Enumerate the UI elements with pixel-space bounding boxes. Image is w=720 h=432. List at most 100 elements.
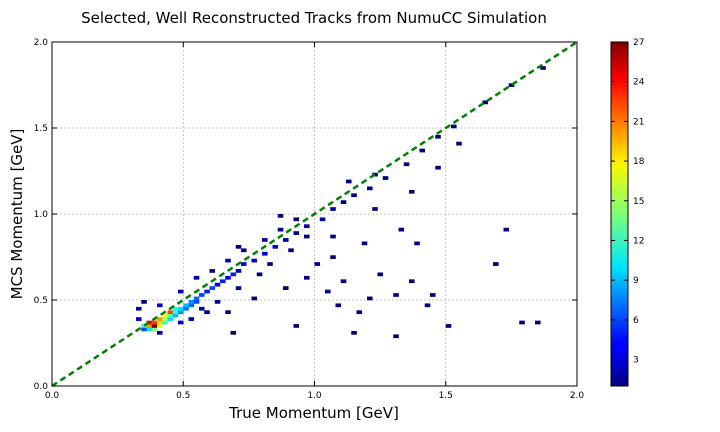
heatmap-bin bbox=[204, 310, 210, 315]
heatmap-bin bbox=[136, 306, 142, 311]
heatmap-bin bbox=[183, 303, 189, 308]
heatmap-bin bbox=[519, 320, 525, 325]
colorbar-tick-label: 27 bbox=[633, 38, 644, 48]
heatmap-bin bbox=[540, 66, 546, 70]
heatmap-bin bbox=[335, 303, 342, 308]
colorbar-tick-label: 15 bbox=[633, 197, 644, 207]
heatmap-bin bbox=[151, 324, 158, 328]
heatmap-bin bbox=[330, 255, 336, 260]
heatmap-bin bbox=[330, 207, 336, 211]
heatmap-bin bbox=[445, 324, 452, 328]
x-axis-ticks: 0.0 0.5 1.0 1.5 2.0 bbox=[45, 42, 585, 401]
colorbar-tick-label: 6 bbox=[633, 316, 639, 326]
heatmap-bin bbox=[377, 272, 384, 277]
heatmap-bin bbox=[256, 272, 263, 277]
heatmap-bin bbox=[235, 269, 242, 273]
heatmap-bin bbox=[230, 272, 237, 277]
heatmap-bin bbox=[193, 296, 200, 301]
heatmap-bin bbox=[214, 300, 221, 304]
heatmap-bin bbox=[157, 320, 163, 325]
heatmap-bin bbox=[393, 334, 399, 339]
heatmap-bin bbox=[157, 317, 163, 321]
heatmap-bin bbox=[141, 327, 147, 332]
x-tick-label: 1.5 bbox=[439, 391, 453, 401]
heatmap-bin bbox=[409, 189, 415, 194]
heatmap-bins bbox=[136, 66, 546, 339]
heatmap-bin bbox=[367, 296, 373, 301]
heatmap-bin bbox=[277, 214, 284, 218]
heatmap-bin bbox=[178, 320, 184, 325]
heatmap-bin bbox=[293, 324, 300, 328]
heatmap-bin bbox=[172, 313, 179, 318]
y-axis-ticks: 0.0 0.5 1.0 1.5 2.0 bbox=[34, 38, 577, 392]
heatmap-bin bbox=[199, 306, 205, 311]
heatmap-bin bbox=[424, 303, 431, 308]
colorbar-ticks: 3 6 9 12 15 18 21 24 27 bbox=[611, 38, 645, 366]
heatmap-bin bbox=[451, 124, 457, 129]
heatmap-bin bbox=[209, 269, 216, 273]
heatmap-bin bbox=[414, 241, 420, 246]
heatmap-bin bbox=[356, 310, 363, 315]
heatmap-bin bbox=[456, 141, 462, 146]
heatmap-bin bbox=[151, 320, 158, 325]
heatmap-bin bbox=[188, 300, 195, 304]
heatmap-bin bbox=[188, 317, 195, 321]
heatmap-bin bbox=[230, 330, 237, 335]
heatmap-bin bbox=[188, 303, 195, 308]
x-tick-label: 0.0 bbox=[45, 391, 60, 401]
heatmap-bin bbox=[183, 306, 189, 311]
heatmap-bin bbox=[288, 248, 294, 253]
heatmap-bin bbox=[157, 324, 163, 328]
colorbar-tick-label: 9 bbox=[633, 276, 639, 286]
y-tick-label: 1.5 bbox=[34, 124, 48, 134]
heatmap-bin bbox=[167, 317, 174, 321]
heatmap-bin bbox=[162, 317, 168, 321]
colorbar bbox=[610, 41, 629, 387]
heatmap-bin bbox=[157, 330, 163, 335]
heatmap-bin bbox=[225, 275, 231, 280]
heatmap-bin bbox=[503, 227, 510, 232]
colorbar-tick-label: 12 bbox=[633, 236, 644, 246]
x-tick-label: 2.0 bbox=[570, 391, 585, 401]
y-tick-label: 1.0 bbox=[34, 210, 49, 220]
colorbar-tick-label: 3 bbox=[633, 356, 639, 366]
y-tick-label: 2.0 bbox=[34, 38, 49, 48]
heatmap-bin bbox=[372, 207, 378, 211]
heatmap-bin bbox=[508, 83, 515, 88]
heatmap-bin bbox=[283, 238, 289, 242]
heatmap-bin bbox=[272, 244, 279, 249]
heatmap-bin bbox=[141, 300, 147, 304]
heatmap-bin bbox=[151, 327, 158, 332]
heatmap-bin bbox=[435, 134, 441, 139]
x-axis-label: True Momentum [GeV] bbox=[228, 404, 399, 422]
chart-title: Selected, Well Reconstructed Tracks from… bbox=[81, 9, 547, 27]
colorbar-tick-label: 21 bbox=[633, 117, 644, 127]
heatmap-bin bbox=[419, 148, 426, 153]
y-tick-label: 0.0 bbox=[34, 382, 49, 392]
x-tick-label: 0.5 bbox=[176, 391, 190, 401]
heatmap-bin bbox=[162, 313, 168, 318]
heatmap-bin bbox=[241, 262, 247, 266]
heatmap-bin bbox=[225, 310, 231, 315]
heatmap-bin bbox=[251, 258, 258, 263]
heatmap-bin bbox=[482, 100, 489, 105]
heatmap-bin bbox=[199, 293, 205, 297]
heatmap-bin bbox=[340, 200, 347, 204]
heatmap-bin bbox=[277, 227, 284, 232]
heatmap-bin bbox=[235, 244, 242, 249]
y-axis-label: MCS Momentum [GeV] bbox=[8, 129, 26, 300]
heatmap-bin bbox=[167, 310, 174, 315]
heatmap-bin bbox=[372, 172, 378, 177]
heatmap-bin bbox=[293, 231, 300, 235]
heatmap-bin bbox=[262, 251, 268, 256]
heatmap-bin bbox=[193, 300, 200, 304]
heatmap-bin bbox=[398, 227, 405, 232]
heatmap-bin bbox=[193, 275, 200, 280]
heatmap-bin bbox=[146, 324, 153, 328]
heatmap-bin bbox=[351, 193, 357, 198]
y-tick-label: 0.5 bbox=[34, 296, 48, 306]
heatmap-bin bbox=[225, 258, 231, 263]
heatmap-bin bbox=[141, 324, 147, 328]
heatmap-bin bbox=[304, 275, 310, 280]
